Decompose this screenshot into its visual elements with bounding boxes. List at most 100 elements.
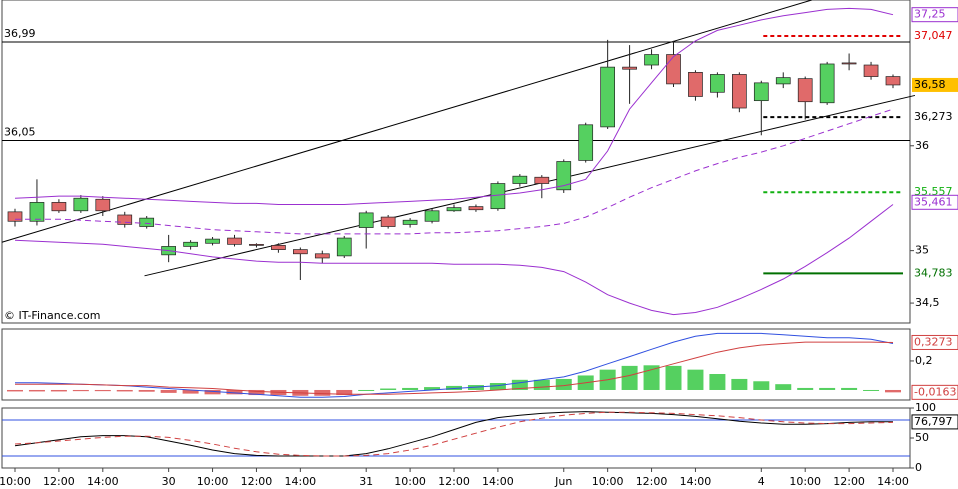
x-tick-label: 12:00 — [833, 475, 865, 488]
candle-body — [534, 176, 550, 184]
candle-body — [336, 237, 352, 257]
x-tick-label: 10:00 — [197, 475, 229, 488]
candle-body — [578, 124, 594, 161]
candle-body — [314, 253, 330, 259]
candle-body — [227, 237, 242, 245]
candle-body — [753, 82, 769, 102]
horizontal-line-label: 36,99 — [4, 27, 36, 40]
indicator-line — [14, 7, 894, 205]
y-tick-label: 36 — [915, 139, 929, 152]
x-tick-label: 12:00 — [43, 475, 75, 488]
level-label: 36,273 — [914, 110, 953, 123]
histogram-bar — [885, 389, 901, 393]
price-label-box — [911, 334, 958, 350]
histogram-bar — [182, 389, 199, 394]
candle-body — [775, 77, 791, 85]
histogram-bar — [709, 374, 726, 390]
candle-body — [73, 197, 89, 212]
indicator-line — [14, 204, 894, 316]
x-tick-label: 14:00 — [284, 475, 316, 488]
candle-body — [29, 202, 45, 222]
candle-body — [271, 245, 286, 250]
x-tick-label: 12:00 — [241, 475, 273, 488]
price-label: 35,461 — [914, 195, 953, 208]
candle-body — [600, 66, 616, 128]
candle-body — [468, 206, 484, 211]
price-label-box — [911, 384, 958, 400]
price-label: 76,797 — [914, 415, 953, 428]
x-tick-label: 14:00 — [680, 475, 712, 488]
indicator-line — [14, 411, 894, 457]
candle-body — [205, 238, 220, 244]
histogram-bar — [72, 389, 89, 392]
level-label-box — [912, 266, 958, 281]
candle-body — [556, 161, 572, 191]
x-tick-label: 31 — [359, 475, 373, 488]
level-label: 34,783 — [914, 266, 953, 279]
y-tick-label: 0 — [915, 461, 922, 474]
price-label: 0,3273 — [914, 335, 953, 348]
x-tick-label: Jun — [554, 475, 572, 488]
histogram-bar — [160, 389, 177, 393]
price-label-box — [911, 414, 958, 430]
candle-body — [446, 207, 462, 212]
x-tick-label: 10:00 — [592, 475, 624, 488]
histogram-bar — [511, 379, 528, 390]
histogram-bar — [380, 388, 397, 390]
candle-body — [863, 64, 879, 77]
x-tick-label: 14:00 — [877, 475, 909, 488]
x-tick-label: 10:00 — [0, 475, 31, 488]
candle-body — [622, 66, 637, 70]
x-tick-label: 4 — [758, 475, 765, 488]
histogram-bar — [643, 365, 660, 390]
candle-body — [402, 219, 418, 225]
candle-body — [841, 62, 857, 65]
histogram-bar — [28, 389, 45, 392]
price-label: -0,0163 — [914, 385, 956, 398]
panel-frame — [1, 328, 911, 401]
histogram-bar — [116, 389, 133, 392]
histogram-bar — [775, 384, 792, 390]
price-label-box — [911, 7, 958, 23]
trend-line — [1, 0, 812, 243]
histogram-bar — [731, 378, 748, 390]
histogram-bar — [7, 389, 23, 392]
candle-body — [380, 216, 396, 227]
x-tick-label: 12:00 — [636, 475, 668, 488]
price-label-box — [912, 77, 958, 92]
histogram-bar — [358, 389, 375, 391]
y-tick-label: 100 — [915, 401, 936, 414]
histogram-bar — [424, 387, 441, 390]
candle-body — [424, 210, 440, 222]
x-tick-label: 14:00 — [482, 475, 514, 488]
indicator-line — [14, 411, 893, 457]
candle-body — [490, 183, 506, 210]
panel-frame — [1, 0, 911, 324]
histogram-bar — [446, 385, 462, 390]
candle-body — [95, 198, 111, 212]
candle-body — [51, 202, 67, 212]
candle-body — [293, 249, 308, 255]
histogram-bar — [94, 389, 111, 392]
histogram-bar — [621, 365, 638, 390]
price-label-box — [911, 194, 958, 210]
y-tick-label: 34,5 — [915, 296, 940, 309]
candle-body — [512, 175, 528, 184]
histogram-bar — [50, 389, 67, 392]
histogram-bar — [555, 378, 572, 390]
candle-body — [117, 214, 133, 225]
x-tick-label: 12:00 — [438, 475, 470, 488]
candle-body — [7, 211, 23, 222]
price-label: 37,25 — [914, 8, 946, 21]
histogram-bar — [819, 387, 836, 390]
y-tick-label: 0,2 — [915, 354, 933, 367]
level-label: 37,047 — [914, 29, 953, 42]
watermark: © IT-Finance.com — [4, 309, 101, 322]
x-tick-label: 10:00 — [789, 475, 821, 488]
candle-body — [710, 74, 725, 93]
candle-body — [183, 241, 198, 247]
y-tick-label: 50 — [915, 431, 929, 444]
histogram-bar — [797, 387, 814, 390]
